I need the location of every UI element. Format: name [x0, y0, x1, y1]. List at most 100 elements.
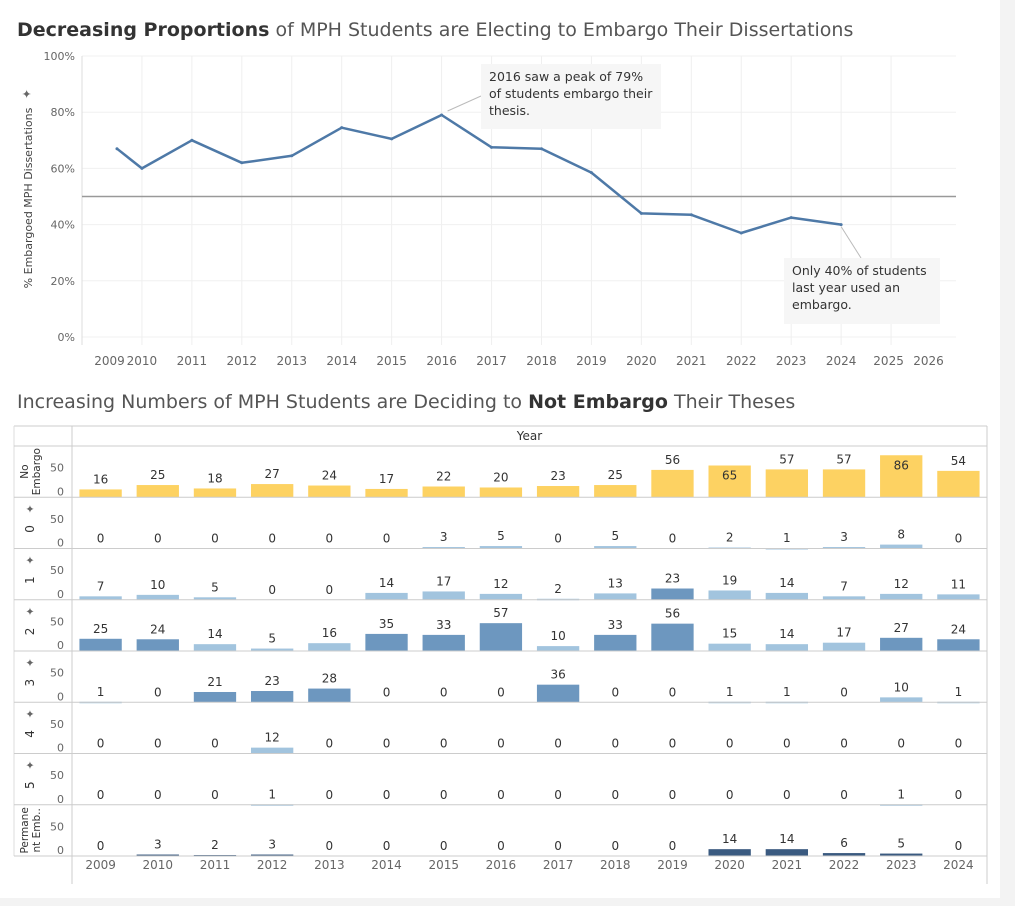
data-point[interactable] [390, 137, 394, 141]
bar[interactable] [536, 684, 580, 703]
bar-value-label: 0 [783, 788, 791, 802]
bar[interactable] [365, 488, 408, 498]
bar[interactable] [136, 854, 179, 857]
bar[interactable] [79, 638, 122, 651]
bar-value-label: 21 [207, 675, 222, 689]
bar-value-label: 0 [955, 737, 963, 751]
bar[interactable] [708, 643, 751, 651]
bar[interactable] [422, 591, 465, 600]
bar-value-label: 2 [726, 531, 734, 545]
bar[interactable] [422, 486, 465, 498]
bar[interactable] [594, 546, 637, 549]
bar-value-label: 0 [440, 839, 448, 853]
bar[interactable] [880, 544, 923, 549]
bar[interactable] [136, 594, 179, 600]
bar-value-label: 25 [150, 468, 165, 482]
bar-value-label: 0 [97, 532, 105, 546]
bar[interactable] [880, 593, 923, 600]
bar[interactable] [937, 470, 980, 498]
bar[interactable] [651, 469, 694, 498]
bar[interactable] [422, 547, 465, 549]
data-point[interactable] [290, 154, 294, 158]
bar[interactable] [422, 634, 465, 651]
bar[interactable] [822, 853, 866, 856]
data-point[interactable] [490, 145, 494, 149]
bar[interactable] [880, 455, 923, 498]
bar[interactable] [880, 697, 923, 703]
bar[interactable] [479, 546, 523, 549]
bar[interactable] [765, 644, 809, 651]
data-point[interactable] [340, 126, 344, 130]
bar[interactable] [937, 594, 980, 600]
data-point[interactable] [789, 216, 793, 220]
bar-value-label: 33 [608, 618, 623, 632]
bar[interactable] [822, 642, 866, 651]
bar[interactable] [708, 465, 751, 498]
bar[interactable] [193, 488, 237, 498]
data-point[interactable] [440, 113, 444, 117]
bar[interactable] [308, 485, 351, 498]
bar[interactable] [193, 644, 237, 651]
bar[interactable] [250, 854, 294, 857]
bar[interactable] [79, 596, 122, 600]
bar[interactable] [594, 485, 637, 498]
bar[interactable] [365, 633, 408, 651]
bar-value-label: 24 [150, 622, 165, 636]
bar[interactable] [765, 849, 809, 856]
bar[interactable] [708, 590, 751, 600]
bar[interactable] [594, 634, 637, 651]
data-point[interactable] [539, 147, 543, 151]
bar[interactable] [822, 596, 866, 600]
bar[interactable] [937, 639, 980, 651]
bar[interactable] [651, 623, 694, 651]
data-point[interactable] [739, 231, 743, 235]
row-header-label: 2 [23, 628, 37, 636]
bar[interactable] [479, 623, 523, 651]
bar-value-label: 0 [955, 532, 963, 546]
bar[interactable] [136, 639, 179, 651]
bar[interactable] [708, 849, 751, 856]
data-point[interactable] [190, 138, 194, 142]
bar-value-label: 0 [611, 685, 619, 699]
bar[interactable] [79, 489, 122, 498]
bar[interactable] [651, 588, 694, 600]
bar[interactable] [594, 593, 637, 600]
bar[interactable] [479, 487, 523, 498]
bar[interactable] [536, 486, 580, 498]
row-header-1: 0✦ [23, 504, 37, 532]
bar[interactable] [136, 485, 179, 498]
bar[interactable] [250, 747, 294, 754]
bar[interactable] [536, 646, 580, 651]
y-tick-label: 20% [51, 275, 75, 288]
bar[interactable] [308, 688, 351, 703]
bar[interactable] [193, 597, 237, 600]
annotation-last-connector [840, 226, 862, 259]
row-y-tick: 0 [57, 793, 64, 806]
bar[interactable] [479, 593, 523, 600]
bar[interactable] [250, 648, 294, 651]
bar[interactable] [765, 592, 809, 600]
bar-chart-title-pre: Increasing Numbers of MPH Students are D… [17, 391, 529, 413]
bar-value-label: 1 [897, 787, 905, 801]
data-point[interactable] [689, 213, 693, 217]
data-point[interactable] [140, 166, 144, 170]
bar[interactable] [193, 691, 237, 703]
bar[interactable] [308, 643, 351, 651]
bar[interactable] [250, 691, 294, 703]
bar-value-label: 16 [93, 472, 108, 486]
bar[interactable] [765, 469, 809, 498]
bar[interactable] [822, 547, 866, 549]
data-point[interactable] [115, 147, 119, 151]
bar-value-label: 0 [669, 685, 677, 699]
bar[interactable] [880, 853, 923, 856]
bar-value-label: 0 [440, 788, 448, 802]
data-point[interactable] [589, 171, 593, 175]
bar[interactable] [365, 592, 408, 600]
data-point[interactable] [839, 223, 843, 227]
data-point[interactable] [639, 211, 643, 215]
bar[interactable] [880, 637, 923, 651]
bar[interactable] [822, 469, 866, 498]
bar-value-label: 0 [211, 532, 219, 546]
data-point[interactable] [240, 161, 244, 165]
bar[interactable] [250, 484, 294, 498]
